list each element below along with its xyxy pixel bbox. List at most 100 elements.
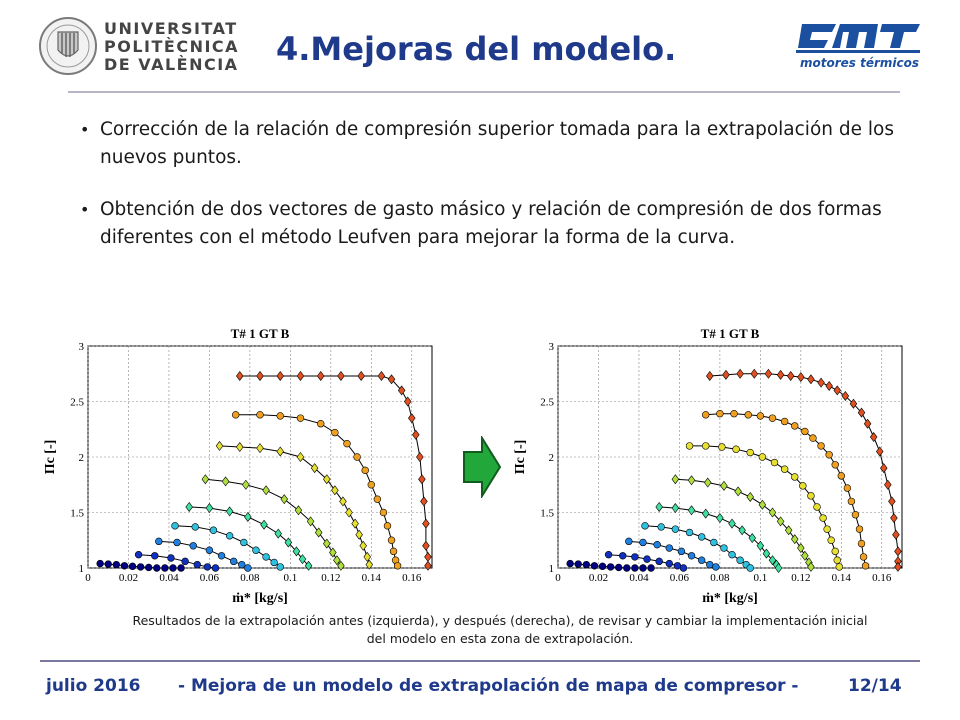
data-point	[379, 508, 388, 517]
data-point	[422, 540, 430, 551]
data-point	[181, 557, 189, 566]
university-line: DE VALÈNCIA	[104, 55, 239, 74]
data-point	[671, 474, 680, 485]
data-point	[849, 398, 858, 409]
data-point	[718, 443, 726, 451]
data-point	[211, 564, 220, 572]
data-point	[145, 563, 153, 572]
series-line	[189, 506, 309, 567]
data-point	[134, 550, 143, 559]
data-point	[387, 374, 396, 385]
data-point	[746, 564, 754, 572]
data-point	[274, 528, 282, 539]
x-tick-label: 0	[85, 572, 91, 584]
data-point	[687, 552, 696, 560]
data-point	[387, 536, 396, 544]
data-point	[687, 475, 696, 486]
data-point	[791, 422, 799, 430]
data-point	[205, 546, 214, 554]
data-point	[276, 370, 284, 381]
data-point	[422, 518, 430, 529]
data-point	[136, 563, 145, 571]
data-point	[841, 390, 850, 401]
data-point	[566, 559, 574, 568]
data-point	[191, 523, 199, 531]
data-point	[888, 496, 896, 507]
data-point	[813, 503, 821, 511]
data-point	[582, 560, 591, 569]
data-point	[393, 562, 402, 570]
chart-after: 0 0.02 0.04 0.06 0.08 0.1 0.12 0.14 0.16 1 1.5 2 2.5…	[513, 326, 903, 606]
data-point	[323, 538, 331, 549]
data-point	[768, 414, 777, 422]
data-point	[316, 370, 325, 381]
data-point	[817, 377, 825, 388]
data-point	[280, 494, 289, 505]
data-point	[201, 474, 210, 485]
data-point	[797, 543, 805, 554]
data-point	[225, 532, 234, 540]
data-point	[244, 564, 252, 572]
data-point	[720, 480, 728, 491]
data-point	[276, 412, 284, 420]
data-point	[329, 547, 337, 558]
data-point	[855, 525, 864, 533]
data-point	[744, 411, 752, 419]
data-point	[732, 445, 740, 453]
data-point	[256, 443, 264, 454]
x-axis-label: ṁ* [kg/s]	[702, 591, 758, 606]
data-point	[161, 564, 169, 572]
data-point	[847, 497, 856, 506]
data-point	[697, 533, 706, 541]
x-tick-label: 0.04	[629, 572, 649, 584]
data-point	[831, 461, 839, 469]
page-number: 12/14	[848, 676, 902, 696]
data-point	[361, 466, 369, 475]
data-point	[604, 550, 613, 559]
data-point	[112, 560, 121, 569]
data-point	[833, 385, 841, 396]
university-seal-icon	[39, 17, 97, 75]
data-point	[639, 538, 647, 547]
data-point	[296, 452, 305, 462]
data-point	[762, 548, 771, 559]
data-point	[631, 564, 639, 572]
data-point	[655, 501, 663, 512]
data-point	[825, 451, 833, 459]
x-tick-label: 0	[555, 572, 561, 584]
data-point	[643, 555, 651, 563]
data-point	[791, 534, 799, 545]
x-tick-label: 0.02	[589, 572, 608, 584]
data-point	[776, 516, 785, 527]
data-point	[843, 484, 852, 492]
y-tick-label: 3	[549, 341, 555, 353]
data-point	[408, 413, 416, 424]
data-point	[377, 370, 386, 381]
data-point	[716, 410, 724, 418]
data-point	[880, 463, 888, 474]
data-point	[351, 518, 359, 529]
header-divider	[68, 91, 900, 93]
data-point	[712, 563, 720, 571]
data-point	[807, 561, 815, 572]
data-point	[657, 523, 665, 531]
data-point	[746, 491, 754, 502]
data-point	[710, 538, 718, 547]
y-tick-label: 1	[79, 563, 85, 575]
data-point	[353, 453, 361, 461]
university-name: UNIVERSITAT POLITÈCNICA DE VALÈNCIA	[104, 20, 239, 74]
data-point	[173, 538, 181, 547]
footer-divider	[40, 660, 920, 662]
data-point	[151, 552, 159, 560]
data-point	[770, 458, 779, 467]
data-point	[894, 561, 902, 572]
bullet-text: Corrección de la relación de compresión …	[100, 119, 894, 168]
data-point	[574, 560, 582, 568]
x-tick-label: 0.08	[710, 572, 730, 584]
data-point	[252, 546, 260, 554]
data-point	[835, 563, 843, 571]
x-tick-label: 0.08	[240, 572, 260, 584]
data-point	[177, 564, 185, 572]
x-tick-label: 0.1	[283, 572, 297, 584]
data-point	[120, 562, 129, 570]
